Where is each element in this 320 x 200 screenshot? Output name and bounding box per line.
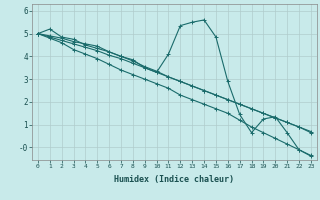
X-axis label: Humidex (Indice chaleur): Humidex (Indice chaleur)	[115, 175, 234, 184]
